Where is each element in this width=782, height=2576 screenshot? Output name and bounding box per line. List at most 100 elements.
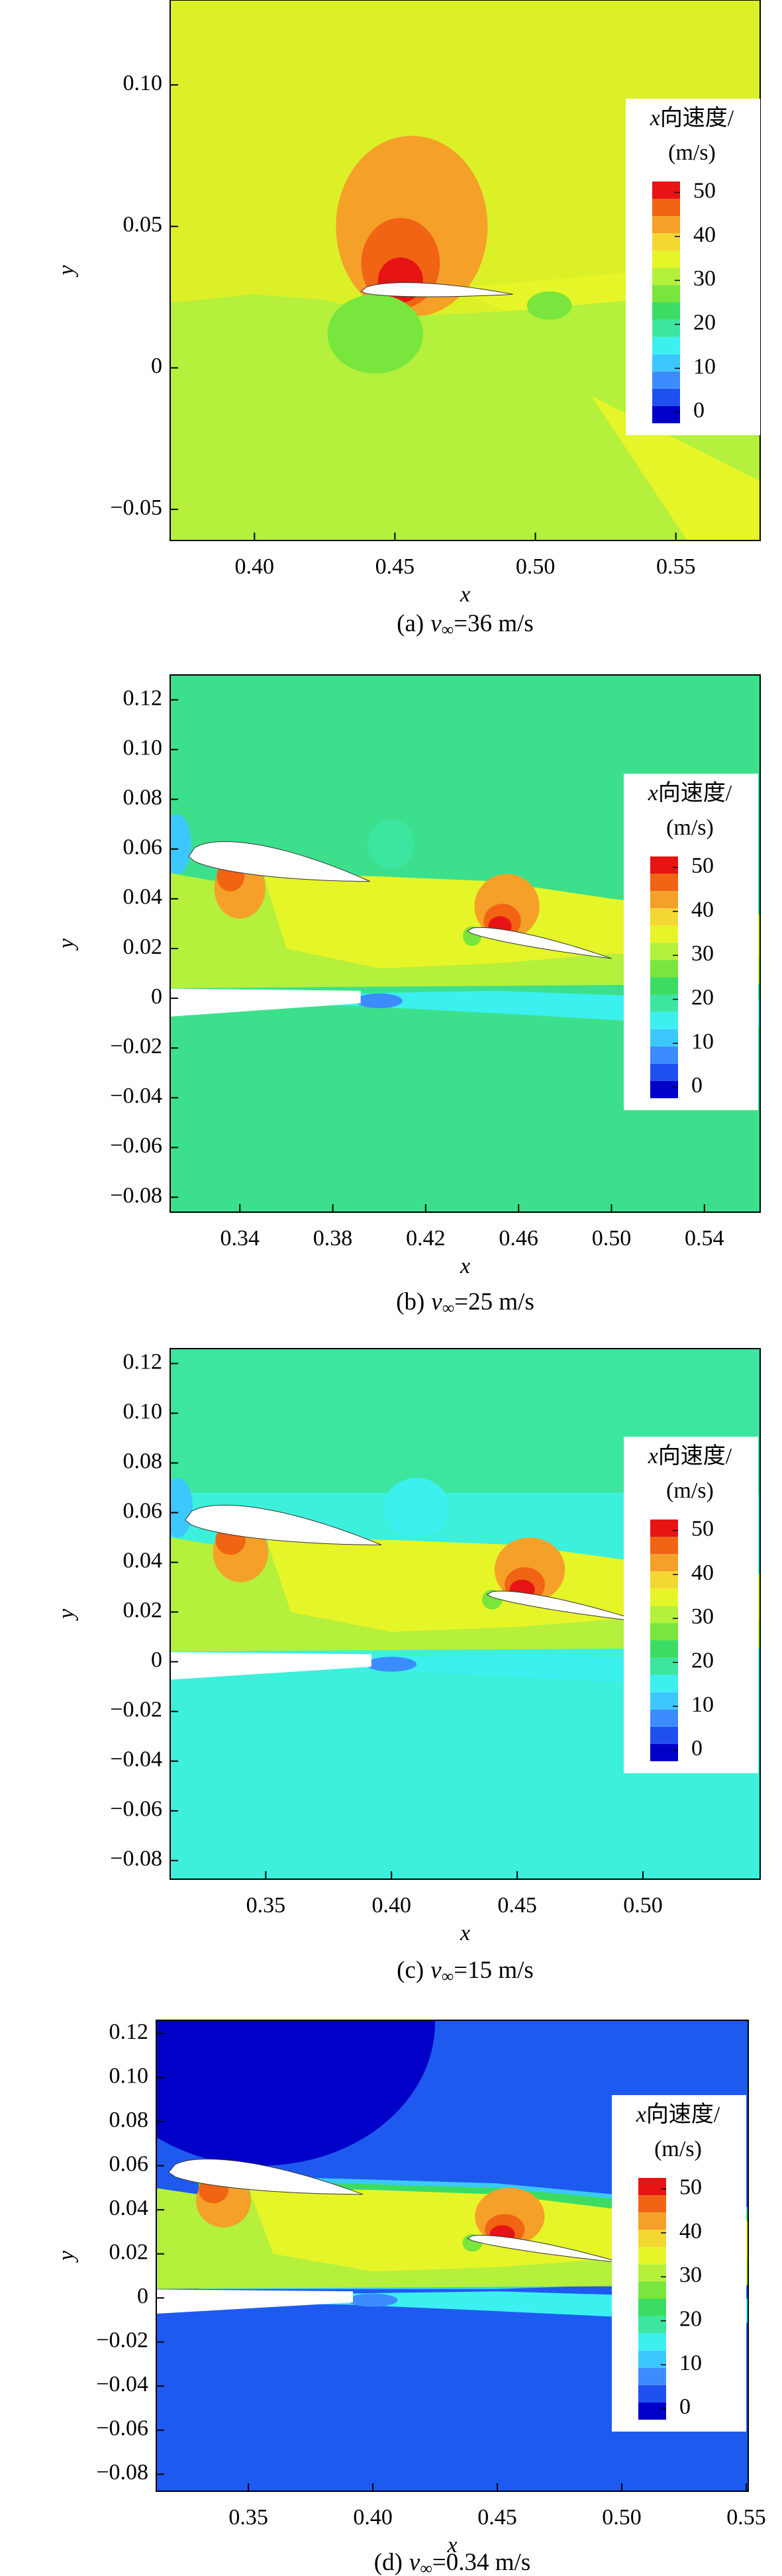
colorbar-tick-label: 10 [693,354,716,379]
x-tick-label: 0.50 [623,1893,663,1918]
colorbar-band [638,2333,666,2351]
caption-text: =15 m/s [454,1957,534,1984]
caption-var: v [431,1288,442,1315]
x-axis-label: x [446,2533,457,2557]
airfoil [188,841,370,882]
colorbar-tick-label: 30 [691,941,714,966]
y-tick-label: 0.06 [123,1498,163,1523]
y-tick-label: −0.08 [110,1847,162,1871]
colorbar-unit: (m/s) [668,140,716,165]
caption-label: (a) [397,610,424,637]
colorbar-tick-label: 50 [691,1516,714,1541]
colorbar-tick-label: 0 [679,2395,691,2419]
x-tick-label: 0.34 [220,1226,260,1251]
caption-label: (d) [374,2549,403,2576]
y-tick-label: −0.02 [110,1034,162,1058]
colorbar-tick-label: 30 [679,2263,702,2287]
airfoil [360,282,513,297]
colorbar-band [638,2350,666,2368]
colorbar-band [652,302,680,320]
colorbar-band [652,233,680,251]
x-tick-label: 0.38 [313,1226,353,1251]
x-tick-label: 0.45 [497,1893,537,1918]
colorbar-box [624,774,758,1110]
y-tick-label: 0.04 [123,1548,163,1572]
colorbar-tick-label: 50 [693,178,716,203]
y-tick-label: 0.12 [123,686,163,710]
y-tick-label: 0 [151,1648,162,1673]
colorbar-box [626,99,760,435]
colorbar-tick-label: 10 [679,2351,702,2375]
caption-label: (c) [397,1957,424,1984]
colorbar-band [650,1571,678,1589]
colorbar-band [652,319,680,337]
y-tick-label: −0.02 [110,1698,162,1722]
colorbar-band [638,2195,666,2213]
x-tick-label: 0.46 [499,1226,538,1251]
plate [156,2289,353,2314]
colorbar-tick-label: 40 [691,898,714,922]
colorbar-band [650,908,678,926]
y-tick-label: 0.02 [123,1598,163,1622]
plate [170,988,361,1017]
contour-region [366,1657,417,1672]
caption: (a) v∞=36 m/s [397,610,534,639]
caption-sub: ∞ [442,620,454,639]
colorbar-band [652,181,680,199]
colorbar-band [650,891,678,909]
contour-region [170,266,760,541]
colorbar-band [650,1692,678,1710]
colorbar-band [650,1606,678,1623]
colorbar-unit: (m/s) [666,1478,714,1503]
colorbar-tick-label: 30 [691,1604,714,1629]
colorbar-band [652,405,680,423]
colorbar-band [650,977,678,995]
colorbar-band [650,1029,678,1047]
colorbar-box [612,2095,746,2432]
y-tick-label: −0.04 [96,2372,148,2396]
y-tick-label: 0.08 [123,786,163,810]
colorbar-band [650,1623,678,1641]
colorbar-band [650,1726,678,1744]
y-tick-label: 0.08 [123,1449,163,1473]
colorbar-band [638,2212,666,2230]
colorbar-band [650,1063,678,1081]
colorbar-band [638,2178,666,2196]
colorbar-tick-label: 50 [679,2175,702,2199]
caption-sub: ∞ [420,2559,432,2576]
contour-region [348,2293,398,2307]
colorbar-band [650,925,678,943]
y-tick-label: 0.06 [123,835,163,860]
y-tick-label: 0.06 [109,2151,149,2176]
colorbar-band [652,371,680,389]
y-tick-label: 0.05 [123,213,163,237]
colorbar-band [638,2264,666,2282]
colorbar-band [638,2402,666,2420]
colorbar-band [638,2385,666,2402]
contour-region [170,1349,760,1493]
colorbar-var: x [650,106,660,130]
colorbar-band [652,388,680,406]
colorbar-tick-label: 20 [693,310,716,335]
x-tick-label: 0.50 [516,554,556,579]
colorbar-tick-label: 0 [693,398,705,423]
colorbar-band [652,216,680,234]
caption: (d) v∞=0.34 m/s [374,2549,530,2576]
contour-region [367,819,415,869]
colorbar-tick-label: 30 [693,266,716,291]
colorbar-band [638,2316,666,2334]
y-tick-label: −0.06 [110,1133,162,1158]
airfoil [467,927,612,959]
x-tick-label: 0.40 [235,554,275,579]
colorbar-band [650,874,678,892]
contour-region [156,2020,435,2166]
x-tick-label: 0.50 [602,2505,642,2530]
x-tick-label: 0.55 [726,2505,766,2530]
colorbar-band [650,1640,678,1658]
y-axis-label: y [54,265,79,278]
colorbar-band [652,285,680,303]
x-tick-label: 0.40 [353,2505,393,2530]
colorbar-tick-label: 40 [693,223,716,247]
colorbar-band [652,250,680,268]
